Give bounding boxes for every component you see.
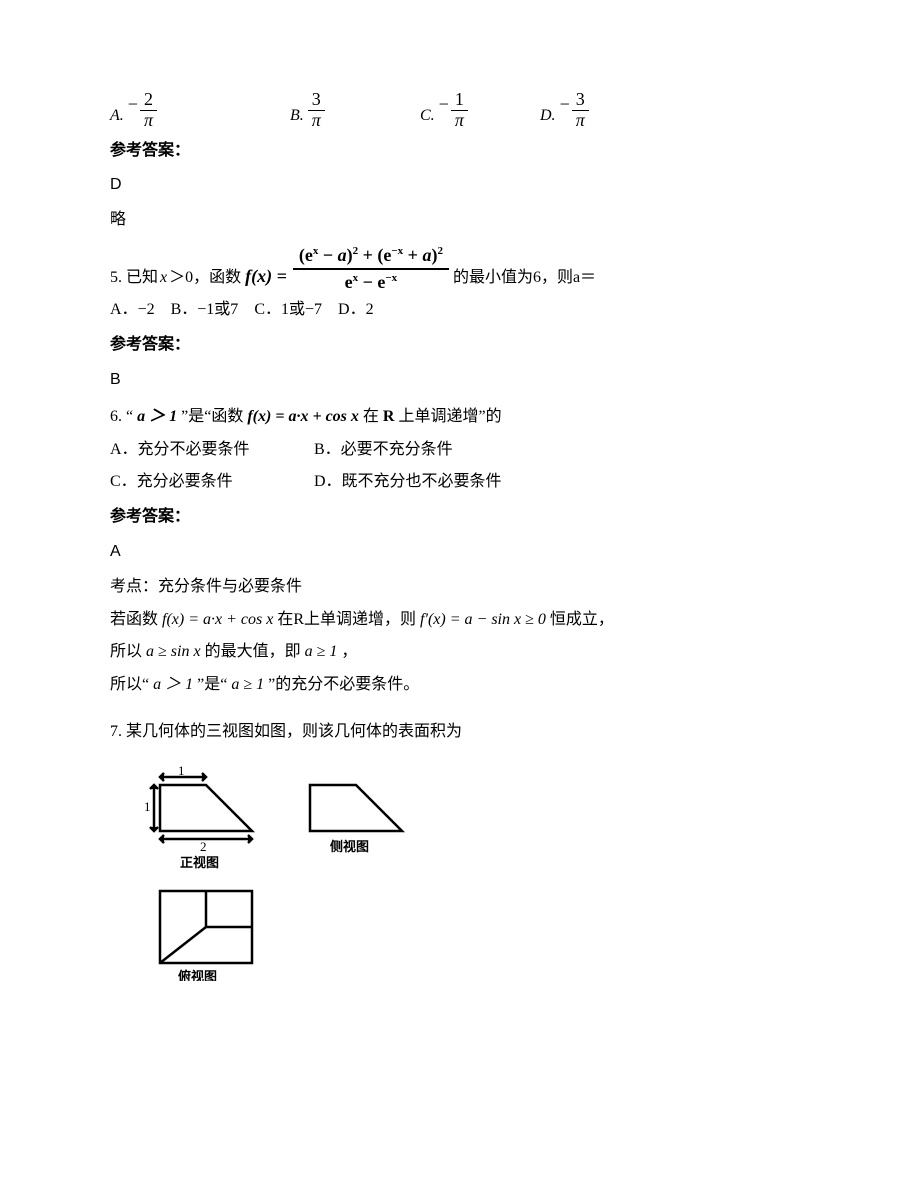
val: 2 (366, 301, 374, 318)
t: 若函数 (110, 611, 158, 628)
q5-cond-render: ＞0，函数 (169, 264, 245, 293)
fraction: 3 π (572, 90, 589, 131)
front-label: 正视图 (180, 855, 219, 870)
q5-choice-B: B．−1或7 (171, 301, 239, 318)
q5-choice-C: C．1或−7 (254, 301, 322, 318)
q6-answer-header: 参考答案： (110, 503, 820, 532)
t: 所以“ (110, 676, 149, 693)
val: −1或7 (197, 301, 238, 318)
t: 6. “ (110, 408, 133, 425)
q4-choice-B: B. 3 π (290, 90, 420, 131)
q6-row1: A．充分不必要条件 B．必要不充分条件 (110, 436, 820, 465)
dim-h: 1 (144, 799, 151, 814)
q4-choices: A. − 2 π B. 3 π C. − 1 π D. − 3 π (110, 90, 820, 131)
q4-choice-A: A. − 2 π (110, 90, 290, 131)
denominator: π (572, 111, 589, 131)
q5-fraction: (ex − a)2 + (e−x + a)2 ex − e−x (293, 245, 449, 292)
dim-1: 1 (178, 763, 185, 778)
t: ， (341, 643, 357, 660)
q4-answer-header: 参考答案： (110, 137, 820, 166)
views-svg: 1 1 2 正视图 侧视图 (140, 761, 440, 981)
fraction: 1 π (451, 90, 468, 131)
choice-label: D. (540, 102, 556, 131)
t: 的最大值，即 (205, 643, 301, 660)
q5-denominator: ex − e−x (339, 270, 404, 293)
q6-cond: a ＞ 1 (137, 408, 177, 425)
choice-label: C. (420, 102, 435, 131)
q7-stem: 7. 某几何体的三视图如图，则该几何体的表面积为 (110, 718, 820, 747)
t: ”是“ (197, 676, 227, 693)
t: 恒成立， (550, 611, 614, 628)
m: a ≥ 1 (231, 676, 264, 693)
q5-answer: B (110, 366, 820, 395)
q4-note: 略 (110, 206, 820, 235)
fraction: 3 π (308, 90, 325, 131)
q5-answer-header: 参考答案： (110, 331, 820, 360)
sign: − (439, 88, 449, 120)
numerator: 1 (451, 90, 468, 111)
q6-optA: A．充分不必要条件 (110, 436, 310, 465)
choice-label: B. (290, 102, 304, 131)
q4-answer: D (110, 171, 820, 200)
m: f′(x) = a − sin x ≥ 0 (420, 611, 550, 628)
val: −2 (138, 301, 155, 318)
sign: − (560, 88, 570, 120)
t: 在 (363, 408, 379, 425)
m: f(x) = a·x + cos x (162, 611, 277, 628)
t: 在R上单调递增，则 (277, 611, 416, 628)
denominator: π (451, 111, 468, 131)
fraction: 2 π (140, 90, 157, 131)
val: 1或−7 (281, 301, 322, 318)
numerator: 3 (308, 90, 325, 111)
numerator: 3 (572, 90, 589, 111)
q6-optC: C．充分必要条件 (110, 468, 310, 497)
sign: − (128, 88, 138, 120)
q6-optB: B．必要不充分条件 (314, 441, 453, 458)
q6-optD: D．既不充分也不必要条件 (314, 473, 502, 490)
q6-answer: A (110, 538, 820, 567)
q6-exp1: 若函数 f(x) = a·x + cos x 在R上单调递增，则 f′(x) =… (110, 606, 820, 635)
t: 上单调递增”的 (398, 408, 501, 425)
top-label: 俯视图 (178, 969, 217, 981)
numerator: 2 (140, 90, 157, 111)
choice-label: A. (110, 102, 124, 131)
m: a ≥ 1 (305, 643, 338, 660)
q6-topic: 考点：充分条件与必要条件 (110, 573, 820, 602)
q5-stem: 5. 已知 x x＞0，函数 ＞0，函数 f(x) = (ex − a)2 + … (110, 245, 820, 292)
m: a ≥ sin x (146, 643, 205, 660)
t: ”的充分不必要条件。 (268, 676, 419, 693)
q6-func: f(x) = a·x + cos x (247, 408, 363, 425)
side-label: 侧视图 (330, 839, 369, 854)
q4-choice-C: C. − 1 π (420, 90, 540, 131)
q6-row2: C．充分必要条件 D．既不充分也不必要条件 (110, 468, 820, 497)
q5-choices: A．−2 B．−1或7 C．1或−7 D．2 (110, 296, 820, 325)
q6-R: R (383, 408, 395, 425)
m: a ＞ 1 (153, 676, 193, 693)
q6-stem: 6. “ a ＞ 1 ”是“函数 f(x) = a·x + cos x 在 R … (110, 403, 820, 432)
q5-choice-A: A．−2 (110, 301, 155, 318)
q7-diagram: 1 1 2 正视图 侧视图 (140, 761, 820, 981)
q5-lhs: f(x) = (245, 260, 287, 292)
q5-suffix: 的最小值为6，则a＝ (453, 264, 596, 293)
q4-choice-D: D. − 3 π (540, 90, 640, 131)
dim-2: 2 (200, 839, 207, 854)
q5-numerator: (ex − a)2 + (e−x + a)2 (293, 245, 449, 270)
q5-prefix: 5. 已知 (110, 264, 158, 293)
q6-exp3: 所以“ a ＞ 1 ”是“ a ≥ 1 ”的充分不必要条件。 (110, 671, 820, 700)
q5-cond: x (160, 264, 167, 293)
q6-exp2: 所以 a ≥ sin x 的最大值，即 a ≥ 1 ， (110, 638, 820, 667)
t: 所以 (110, 643, 142, 660)
denominator: π (308, 111, 325, 131)
t: ”是“函数 (181, 408, 243, 425)
q5-choice-D: D．2 (338, 301, 374, 318)
denominator: π (140, 111, 157, 131)
